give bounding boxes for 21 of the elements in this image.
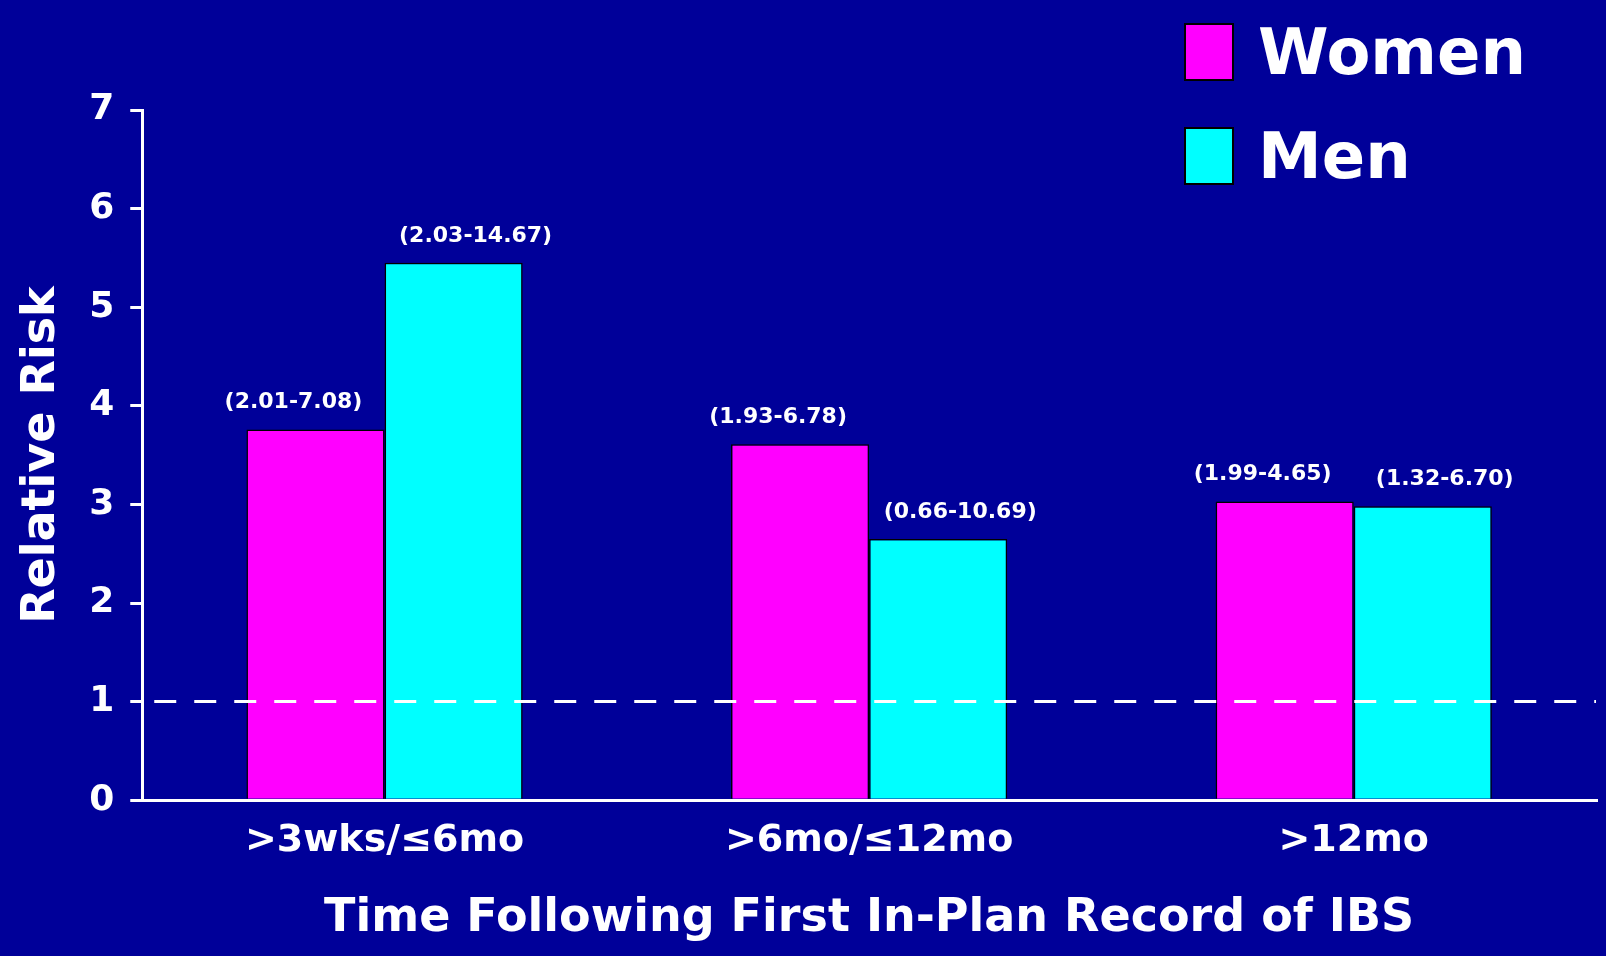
legend-label: Women	[1258, 15, 1526, 89]
y-tick-label: 5	[89, 283, 115, 325]
y-axis-title: Relative Risk	[10, 284, 65, 624]
y-tick-label: 0	[89, 776, 115, 818]
legend-label: Men	[1258, 119, 1411, 193]
x-tick-label: >6mo/≤12mo	[724, 815, 1014, 860]
data-label: (1.32-6.70)	[1375, 465, 1514, 491]
y-tick-label: 3	[89, 480, 115, 522]
y-tick-label: 1	[89, 677, 115, 719]
y-tick-label: 6	[89, 184, 115, 226]
x-axis-title: Time Following First In-Plan Record of IBS	[324, 888, 1415, 943]
data-label: (2.01-7.08)	[224, 388, 363, 414]
y-tick-label: 2	[89, 579, 115, 621]
x-tick-label: >3wks/≤6mo	[244, 815, 525, 860]
data-label: (1.99-4.65)	[1193, 460, 1332, 486]
y-tick-label: 4	[89, 382, 115, 424]
y-tick-label: 7	[89, 86, 115, 128]
data-label: (2.03-14.67)	[399, 221, 553, 247]
data-label: (0.66-10.69)	[883, 497, 1037, 523]
data-label: (1.93-6.78)	[709, 402, 847, 428]
x-tick-label: >12mo	[1278, 815, 1429, 860]
